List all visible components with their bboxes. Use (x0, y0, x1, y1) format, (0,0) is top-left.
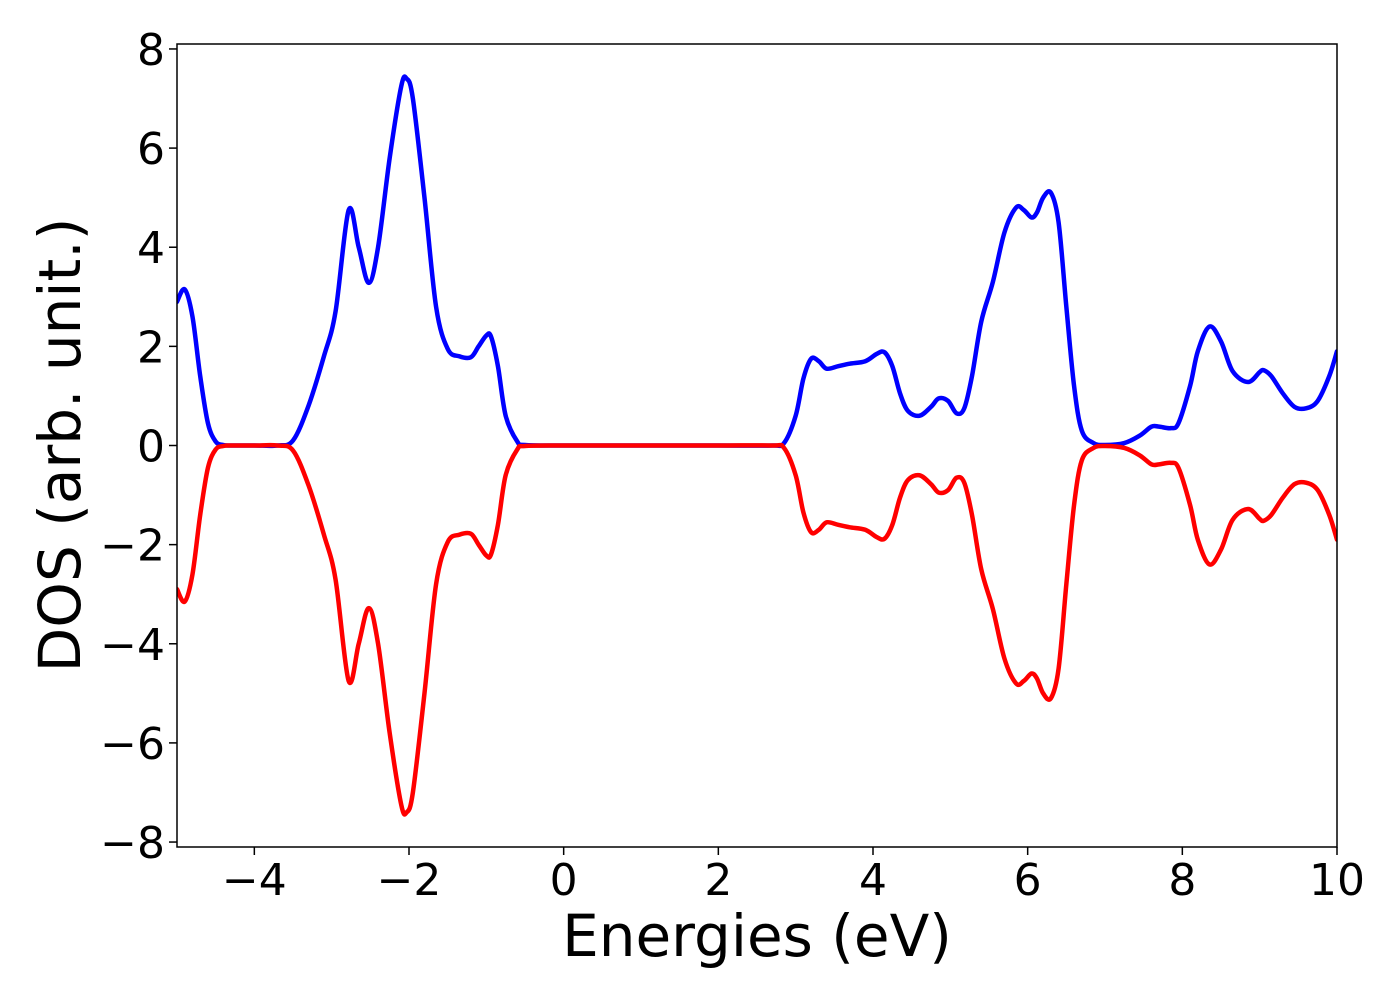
y-tick-label: −8 (100, 818, 165, 869)
series-line-red (177, 442, 1337, 817)
x-tick-label: 2 (704, 855, 732, 906)
y-axis-label: DOS (arb. unit.) (26, 218, 94, 673)
y-tick-label: 2 (137, 322, 165, 373)
y-tick-label: 4 (137, 223, 165, 274)
y-tick-label: 8 (137, 25, 165, 76)
series-line-blue (177, 74, 1337, 449)
x-tick-label: 6 (1014, 855, 1042, 906)
x-tick-label: 4 (859, 855, 887, 906)
y-tick-label: 6 (137, 124, 165, 175)
x-axis-label: Energies (eV) (562, 902, 952, 970)
x-tick-label: 10 (1309, 855, 1365, 906)
y-axis: −8 −6 −4 −2 0 2 4 6 8 (100, 25, 177, 869)
y-tick-label: −2 (100, 521, 165, 572)
y-tick-label: −6 (100, 719, 165, 770)
y-tick-label: 0 (137, 422, 165, 473)
x-tick-label: 8 (1168, 855, 1196, 906)
series-layer (177, 74, 1337, 817)
x-tick-label: −4 (222, 855, 287, 906)
y-tick-label: −4 (100, 620, 165, 671)
x-tick-label: 0 (550, 855, 578, 906)
x-tick-label: −2 (377, 855, 442, 906)
x-axis: −4 −2 0 2 4 6 8 10 (222, 847, 1365, 906)
